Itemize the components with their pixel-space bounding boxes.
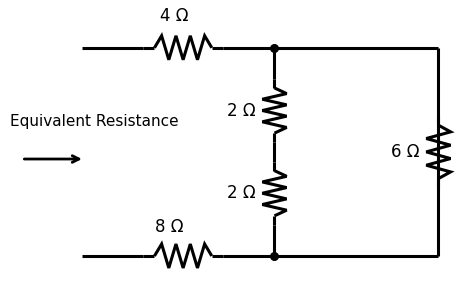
Text: 6 Ω: 6 Ω (391, 143, 419, 161)
Text: 2 Ω: 2 Ω (227, 184, 256, 202)
Text: 2 Ω: 2 Ω (227, 101, 256, 120)
Text: 8 Ω: 8 Ω (155, 218, 183, 236)
Text: 4 Ω: 4 Ω (160, 7, 188, 25)
Text: Equivalent Resistance: Equivalent Resistance (10, 115, 178, 130)
